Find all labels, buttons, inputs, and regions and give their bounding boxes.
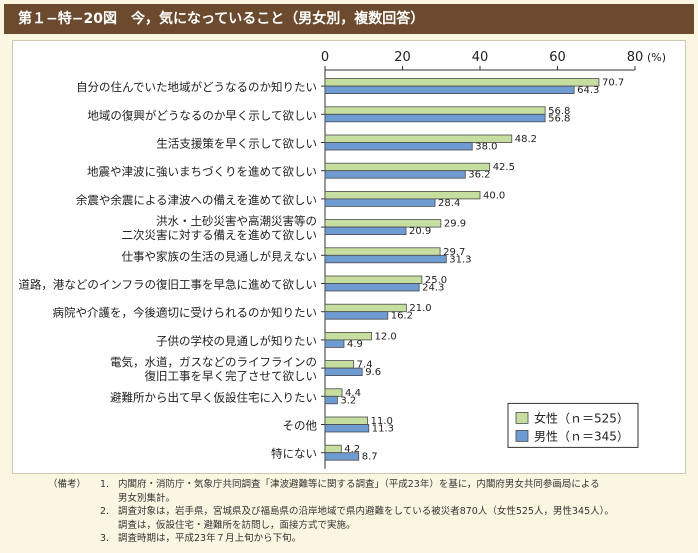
value-label: 56.8 — [548, 113, 570, 124]
male-bar — [324, 142, 473, 151]
female-bar — [324, 331, 372, 341]
female-bar — [324, 416, 369, 425]
value-label: 48.2 — [515, 134, 537, 145]
female-bar — [324, 275, 423, 284]
value-label: 12.0 — [375, 331, 397, 342]
male-bar — [324, 452, 360, 461]
male-bar — [324, 311, 389, 320]
value-label: 9.6 — [365, 367, 381, 378]
category-label: 子供の学校の見通しが知りたい — [156, 334, 317, 348]
value-label: 4.9 — [347, 339, 363, 350]
note-number: 3. — [100, 533, 110, 544]
value-label: 25.0 — [425, 275, 447, 286]
x-tick-label: 40 — [472, 50, 489, 65]
value-label: 3.2 — [340, 395, 356, 406]
value-label: 11.3 — [372, 424, 394, 435]
value-label: 56.8 — [548, 106, 570, 117]
female-bar — [324, 162, 491, 172]
value-label: 8.7 — [362, 452, 378, 463]
x-tick-label: 60 — [549, 50, 566, 65]
note-text: 調査対象は，岩手県，宮城県及び福島県の沿岸地域で県内避難をしている被災者870人… — [118, 506, 614, 517]
category-label: 地震や津波に強いまちづくりを進めて欲しい — [87, 165, 317, 179]
value-label: 29.7 — [443, 247, 465, 258]
category-label: 電気，水道，ガスなどのライフラインの — [110, 355, 317, 369]
value-label: 11.0 — [371, 416, 393, 427]
figure-title: 第１−特−20図 今，気になっていること（男女別，複数回答） — [4, 4, 694, 34]
male-bar — [324, 339, 345, 348]
female-bar — [324, 360, 355, 369]
male-bar — [324, 198, 436, 207]
value-label: 31.3 — [449, 254, 471, 265]
x-tick-label: 0 — [321, 50, 329, 65]
notes-label: （備考） — [48, 479, 87, 490]
note-number: 1. — [100, 479, 110, 490]
male-bar — [324, 367, 363, 377]
value-label: 21.0 — [409, 303, 431, 314]
female-bar — [324, 78, 600, 87]
category-label: 地域の復興がどうなるのか早く示して欲しい — [87, 108, 317, 122]
value-label: 42.5 — [493, 162, 515, 173]
value-label: 4.2 — [344, 444, 360, 455]
value-label: 64.3 — [577, 85, 599, 96]
bar-chart: 0 20 40 60 80 (%) 自分の住んでいた地域がどうなるのか知りたい 70.764.… — [18, 50, 666, 469]
category-label: 復旧工事を早く完了させて欲しい — [145, 369, 318, 383]
category-label: 二次災害に対する備えを進めて欲しい — [122, 228, 318, 242]
male-bar — [324, 113, 546, 123]
category-label: 道路，港などのインフラの復旧工事を早急に進めて欲しい — [18, 278, 317, 292]
male-bar — [324, 85, 575, 94]
value-label: 4.4 — [345, 388, 361, 399]
x-tick-label: 80 — [627, 50, 644, 65]
male-bar — [324, 424, 370, 433]
legend-label: 女性（ｎ＝525） — [534, 410, 629, 425]
category-label: 特にない — [271, 447, 317, 461]
note-text: 調査は，仮設住宅・避難所を訪問し，面接方式で実施。 — [118, 519, 356, 531]
legend-swatch-female — [515, 411, 529, 424]
value-label: 16.2 — [391, 311, 413, 322]
male-bar — [324, 395, 338, 405]
category-label: 余震や余震による津波への備えを進めて欲しい — [76, 193, 317, 207]
male-bar — [324, 254, 447, 264]
female-bar — [324, 106, 546, 115]
male-bar — [324, 283, 420, 292]
male-bar — [324, 226, 407, 236]
note-text: 男女別集計。 — [118, 492, 176, 504]
category-label: 生活支援策を早く示して欲しい — [156, 137, 317, 151]
legend-box — [507, 402, 639, 448]
x-tick-label: 20 — [394, 50, 411, 65]
female-bar — [324, 247, 441, 256]
category-label: 病院や介護を，今後適切に受けられるのか知りたい — [53, 306, 318, 320]
value-label: 28.4 — [438, 198, 460, 209]
value-label: 24.3 — [422, 283, 444, 294]
category-label: 洪水・土砂災害や高潮災害等の — [156, 214, 317, 228]
note-number: 2. — [100, 506, 110, 517]
value-label: 40.0 — [483, 190, 505, 201]
category-label: 避難所から出て早く仮設住宅に入りたい — [110, 390, 317, 404]
note-text: 調査時期は，平成23年７月上旬から下旬。 — [118, 533, 302, 544]
legend-label: 男性（ｎ＝345） — [534, 429, 629, 443]
value-label: 36.2 — [468, 170, 490, 181]
category-label: 自分の住んでいた地域がどうなるのか知りたい — [76, 80, 317, 94]
category-label: 仕事や家族の生活の見通しが見えない — [122, 249, 318, 263]
value-label: 7.4 — [357, 360, 373, 371]
male-bar — [324, 170, 466, 179]
value-label: 29.9 — [444, 219, 466, 230]
category-label: その他 — [283, 419, 318, 433]
value-label: 20.9 — [409, 226, 431, 237]
value-label: 38.0 — [475, 142, 497, 153]
notes: （備考） 1. 内閣府・消防庁・気象庁共同調査「津波避難等に関する調査」（平成2… — [48, 478, 688, 546]
female-bar — [324, 444, 342, 454]
value-label: 70.7 — [602, 78, 624, 89]
legend-swatch-male — [515, 429, 529, 442]
unit-label: (%) — [647, 51, 666, 64]
note-text: 内閣府・消防庁・気象庁共同調査「津波避難等に関する調査」（平成23年）を基に，内… — [118, 479, 600, 490]
